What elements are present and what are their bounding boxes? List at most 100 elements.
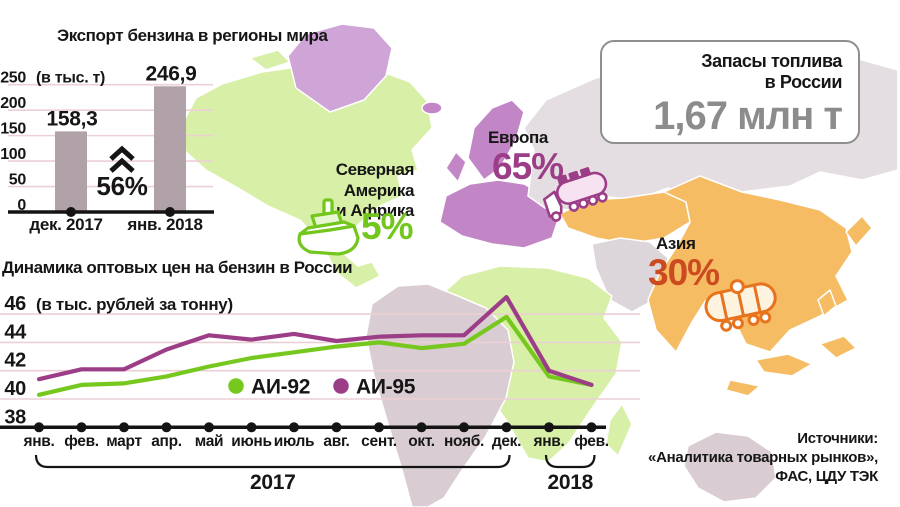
map-region-philippines	[817, 289, 837, 317]
axis-dot	[161, 422, 172, 433]
axis-dot	[165, 207, 175, 217]
y-tick-label: 50	[9, 172, 27, 189]
bar-value-label: 158,3	[46, 107, 97, 130]
legend-label-АИ-92: АИ-92	[251, 376, 310, 399]
month-label: окт.	[408, 433, 435, 450]
y-tick-label: 0	[17, 197, 26, 214]
price-chart-title: Динамика оптовых цен на бензин в России	[2, 258, 353, 277]
map-region-indonesia	[819, 335, 857, 359]
na-share-value: 5%	[361, 206, 413, 247]
price-series-АИ-95	[36, 295, 594, 388]
month-label: июль	[274, 433, 315, 450]
y-tick-label: 150	[0, 121, 26, 138]
sources-line1: Источники:	[797, 430, 878, 447]
axis-dot	[331, 422, 342, 433]
axis-dot	[119, 422, 129, 433]
map-region-arctic-island	[249, 49, 291, 71]
y-tick-label: 250	[0, 70, 26, 87]
reserves-title-line2: в России	[764, 72, 843, 93]
tanker-ship-icon	[297, 198, 360, 256]
price-line-chart: 46 44 42 40 38 (в тыс. рублей за тонну) янв. фе…	[0, 293, 640, 494]
month-label: фев.	[574, 433, 609, 450]
axis-dot	[416, 422, 427, 433]
axis-dot	[204, 422, 214, 433]
legend-dot-АИ-95	[331, 376, 351, 396]
sources-line2: «Аналитика товарных рынков»,	[648, 448, 878, 466]
year-bracket	[544, 454, 596, 469]
legend-label-АИ-95: АИ-95	[356, 376, 416, 399]
map-region-australia	[683, 431, 777, 503]
map-region-scandinavia	[467, 99, 525, 181]
month-label: нояб.	[444, 433, 484, 450]
map-region-asia	[647, 175, 853, 353]
bar-value-label: 246,9	[145, 62, 196, 85]
map-region-greenland	[287, 23, 393, 113]
year-label: 2017	[250, 471, 296, 494]
map-region-indonesia	[755, 353, 813, 377]
y-tick-label: 40	[4, 378, 26, 400]
month-label: май	[195, 433, 224, 450]
axis-dot	[34, 422, 44, 433]
month-label: фев.	[64, 433, 99, 450]
reserves-value: 1,67 млн т	[653, 94, 843, 139]
map-region-madagascar	[605, 403, 633, 457]
month-label: авг.	[323, 433, 349, 450]
month-label: янв.	[533, 433, 564, 450]
bar-unit-label: (в тыс. т)	[36, 70, 105, 87]
sources-block: Источники: «Аналитика товарных рынков», …	[610, 430, 878, 487]
axis-dot	[246, 422, 257, 433]
y-tick-label: 200	[0, 95, 26, 112]
region-label-asia: Азия	[656, 234, 696, 253]
sources-line3: ФАС, ЦДУ ТЭК	[775, 467, 878, 485]
na-label-line1: Северная Америка	[335, 160, 415, 200]
y-tick-label: 38	[4, 406, 26, 428]
region-label-europe: Европа	[488, 128, 548, 147]
month-label: март	[106, 433, 142, 450]
axis-dot	[76, 422, 87, 433]
fuel-reserves-box: Запасы топлива в России 1,67 млн т	[600, 40, 860, 144]
increase-chevron-icon	[109, 145, 135, 161]
y-tick-label: 100	[0, 146, 26, 163]
y-tick-label: 44	[4, 321, 27, 343]
rail-tank-car-icon	[704, 279, 777, 332]
tanker-truck-icon	[542, 167, 608, 222]
legend-dot-АИ-92	[226, 376, 246, 396]
map-region-iceland	[421, 101, 443, 115]
price-series-АИ-92	[36, 314, 594, 397]
x-category-label: янв. 2018	[126, 215, 202, 234]
asia-share-value: 30%	[648, 252, 720, 293]
map-region-japan	[845, 215, 873, 247]
month-label: июнь	[231, 433, 271, 450]
month-label: янв.	[23, 433, 54, 450]
axis-dot	[289, 422, 299, 433]
export-bar-chart: 250 200 150 100 50 0 (в тыс. т) 158,3 246,9 56% де…	[0, 62, 214, 234]
x-category-label: дек. 2017	[29, 215, 102, 234]
month-label: сент.	[361, 433, 397, 450]
axis-dot	[66, 207, 76, 217]
map-region-indonesia	[725, 379, 761, 397]
axis-dot	[544, 422, 554, 433]
y-tick-label: 46	[4, 293, 26, 315]
increase-chevron-icon	[109, 157, 135, 173]
month-label: апр.	[151, 433, 182, 450]
year-label: 2018	[547, 471, 593, 494]
axis-dot	[374, 422, 384, 433]
region-label-north-america-africa: Северная Америка и Африка	[262, 160, 415, 222]
export-bar	[154, 86, 186, 212]
na-label-line2: и Африка	[336, 201, 414, 221]
export-bar	[55, 131, 87, 212]
y-tick-label: 42	[4, 350, 26, 372]
reserves-title-line1: Запасы топлива	[701, 51, 842, 71]
export-chart-title: Экспорт бензина в регионы мира	[57, 26, 328, 45]
month-label: дек.	[492, 433, 521, 450]
axis-dot	[501, 422, 512, 433]
map-region-south-america	[365, 283, 515, 507]
axis-dot	[586, 422, 597, 433]
map-region-uk	[445, 151, 467, 183]
europe-share-value: 65%	[492, 146, 564, 187]
line-unit-label: (в тыс. рублей за тонну)	[36, 295, 233, 314]
year-bracket	[34, 454, 511, 469]
axis-dot	[459, 422, 469, 433]
increase-percent-label: 56%	[96, 171, 147, 201]
